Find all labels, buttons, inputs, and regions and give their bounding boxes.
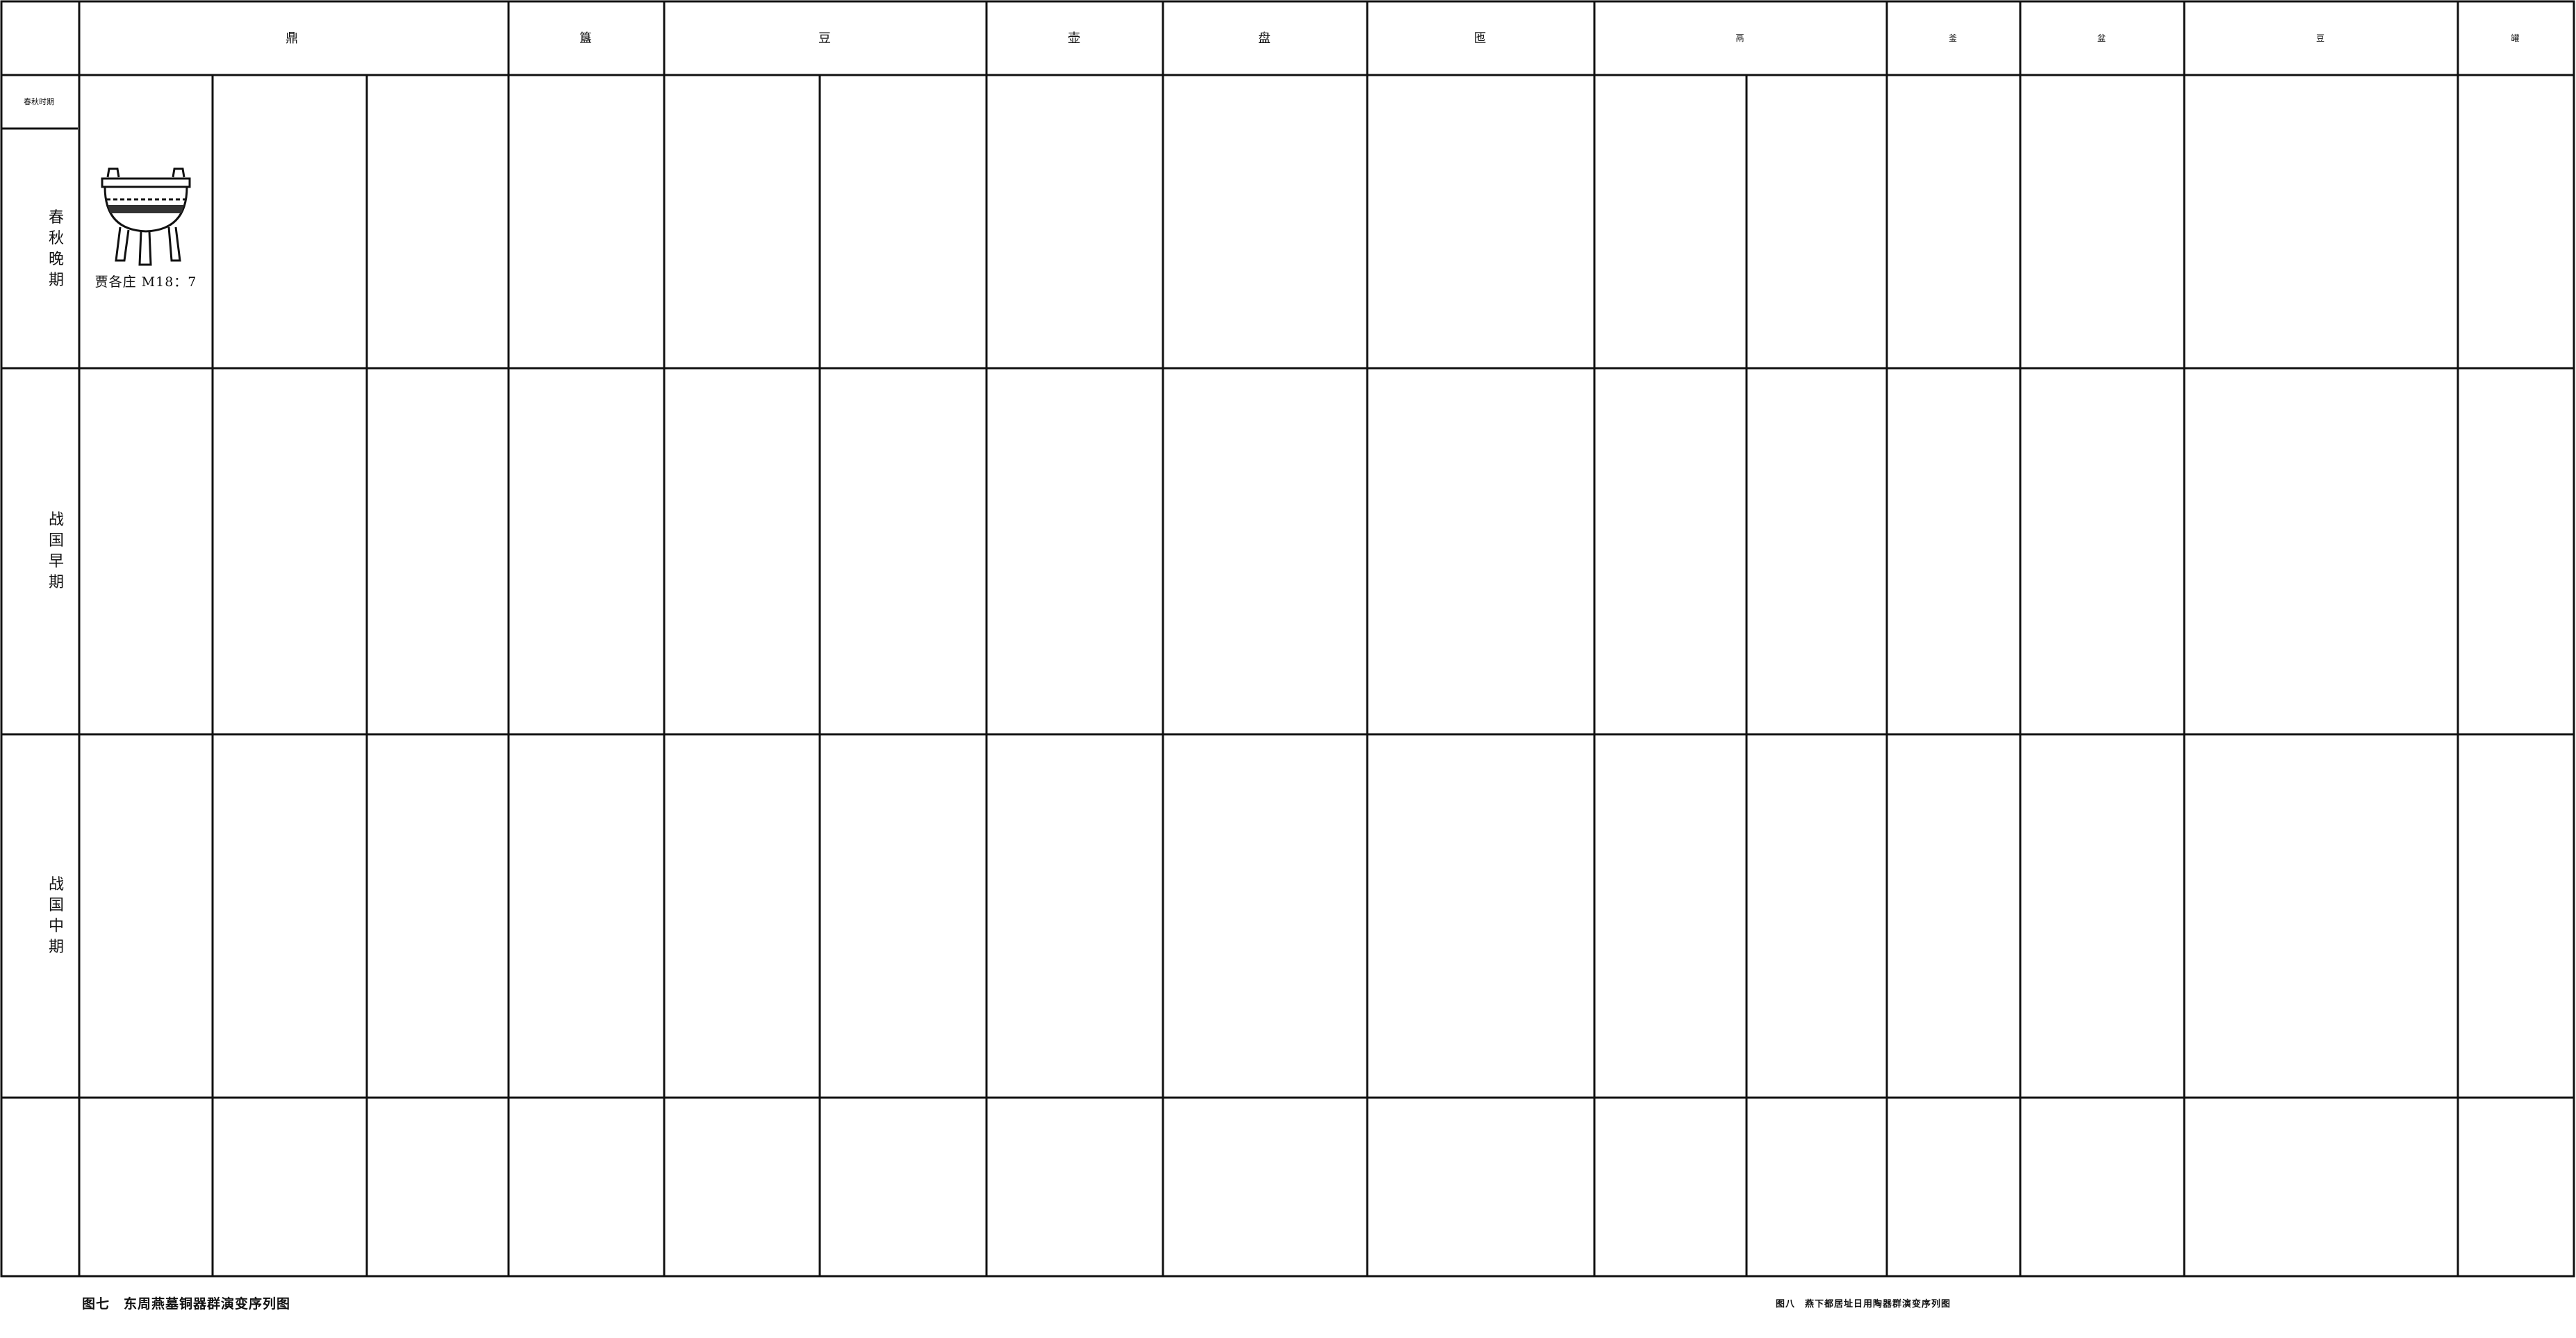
vessel-ding: 贾各庄 M18：7 xyxy=(83,163,208,290)
period-label-2: 战国早期 xyxy=(48,511,64,591)
period-label-3: 战国中期 xyxy=(48,875,64,956)
header-pan: 盘 xyxy=(1258,31,1272,46)
header-gui: 簋 xyxy=(579,31,593,46)
header-dou-pottery: 豆 xyxy=(2315,33,2326,43)
caption: 贾各庄 M18：7 xyxy=(94,274,197,290)
figure-caption-7: 图七 东周燕墓铜器群演变序列图 xyxy=(82,1296,291,1312)
header-pen: 盆 xyxy=(2097,33,2107,43)
period-label-1: 春秋晚期 xyxy=(48,209,64,289)
side-label: 春秋时期 xyxy=(24,97,54,106)
header-ding: 鼎 xyxy=(286,31,299,46)
header-guan: 罐 xyxy=(2511,33,2521,43)
header-hu: 壶 xyxy=(1068,31,1082,46)
header-li: 鬲 xyxy=(1735,33,1746,43)
header-dou: 豆 xyxy=(818,31,832,46)
header-yi: 匜 xyxy=(1473,31,1488,46)
figure-caption-8: 图八 燕下都居址日用陶器群演变序列图 xyxy=(1776,1299,1951,1310)
header-fu: 釜 xyxy=(1948,33,1958,43)
